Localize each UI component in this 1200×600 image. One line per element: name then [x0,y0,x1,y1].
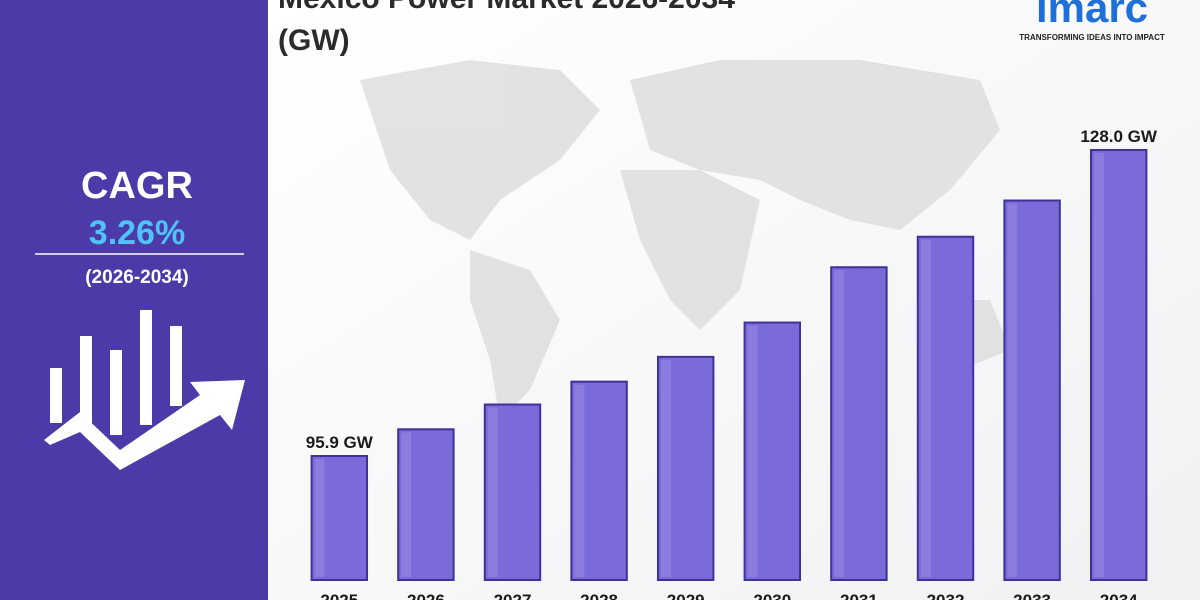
bar [310,455,369,581]
value-label: 128.0 GW [1080,127,1157,146]
cagr-label: CAGR [81,165,193,207]
logo: imarc [1036,0,1148,31]
x-tick-label: 2034 [1100,591,1138,600]
bar-highlight [574,384,585,577]
bar-highlight [401,432,412,577]
x-tick-label: 2032 [927,591,965,600]
plot-area: 95.9 GW 2025 2026 2027 2028 2029 2030 2031 2032 2… [306,127,1158,600]
bar-highlight [834,270,845,577]
bar [397,428,455,581]
tagline: TRANSFORMING IDEAS INTO IMPACT [1019,33,1165,42]
bar-highlight [660,359,671,577]
bar-highlight [747,325,758,577]
bar-highlight [487,407,498,577]
side-panel [0,0,268,600]
cagr-period: (2026-2034) [85,267,189,288]
x-tick-label: 2028 [580,591,618,600]
x-tick-label: 2025 [320,591,358,600]
bar [570,380,628,581]
growth-icon [44,310,245,470]
bar [916,235,975,582]
bar-highlight [920,239,931,577]
bar [483,403,542,582]
x-tick-label: 2027 [494,591,532,600]
bar [830,266,888,581]
x-tick-label: 2030 [753,591,791,600]
bar [1089,149,1148,581]
cagr-value: 3.26% [89,214,185,252]
x-tick-label: 2031 [840,591,878,600]
bar-highlight [1093,153,1104,577]
x-tick-label: 2029 [667,591,705,600]
bar [656,355,715,581]
bar [743,321,802,581]
x-tick-label: 2033 [1013,591,1051,600]
value-label: 95.9 GW [306,433,374,452]
chart-title: Mexico Power Market 2026-2034 [278,0,735,15]
x-tick-label: 2026 [407,591,445,600]
bar [1003,199,1061,581]
bar-highlight [314,459,325,577]
bar-highlight [1007,203,1018,577]
chart-subtitle: (GW) [278,24,350,57]
world-map [360,60,1010,420]
